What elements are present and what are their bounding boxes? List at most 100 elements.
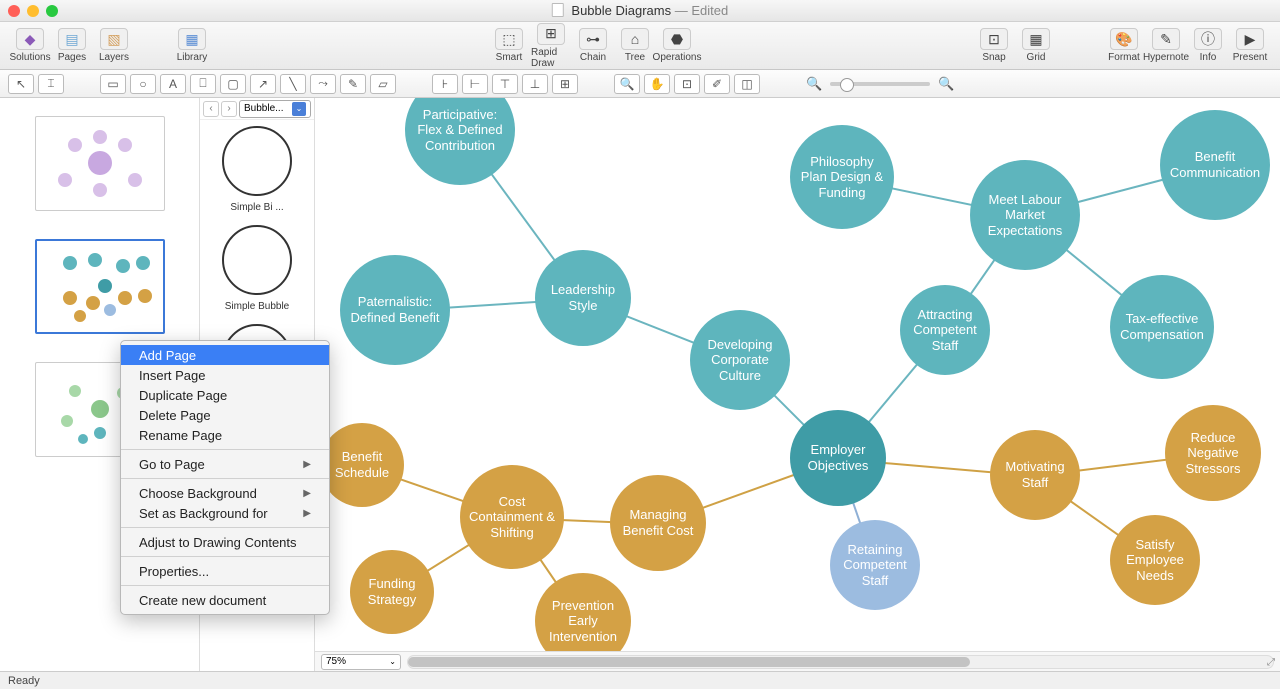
page-2-thumbnail[interactable]: [35, 239, 165, 334]
bubble-tax-effective[interactable]: Tax-effective Compensation: [1110, 275, 1214, 379]
bubble-participative[interactable]: Participative: Flex & Defined Contributi…: [405, 98, 515, 185]
align4-tool[interactable]: ⊥: [522, 74, 548, 94]
document-suffix: — Edited: [675, 3, 728, 18]
eyedrop-tool[interactable]: ✐: [704, 74, 730, 94]
menu-insert-page[interactable]: Insert Page: [121, 365, 329, 385]
bubble-benefit-comm-label: Benefit Communication: [1168, 149, 1262, 180]
bubble-retaining[interactable]: Retaining Competent Staff: [830, 520, 920, 610]
bubble-philosophy[interactable]: Philosophy Plan Design & Funding: [790, 125, 894, 229]
zoom-tool[interactable]: 🔍: [614, 74, 640, 94]
operations-button[interactable]: ⬣Operations: [657, 23, 697, 69]
lib-back-button[interactable]: ‹: [203, 101, 219, 117]
resize-corner-icon[interactable]: ⤢: [1264, 655, 1278, 669]
menu-properties-[interactable]: Properties...: [121, 561, 329, 581]
line-tool[interactable]: ╲: [280, 74, 306, 94]
pages-label: Pages: [58, 52, 86, 63]
align1-tool[interactable]: ⊦: [432, 74, 458, 94]
zoom-slider[interactable]: [830, 82, 930, 86]
pan-tool[interactable]: ✋: [644, 74, 670, 94]
layers-button[interactable]: ▧Layers: [94, 28, 134, 63]
bubble-leadership[interactable]: Leadership Style: [535, 250, 631, 346]
chain-button[interactable]: ⊶Chain: [573, 23, 613, 69]
align3-tool[interactable]: ⊤: [492, 74, 518, 94]
callout-tool[interactable]: ▢: [220, 74, 246, 94]
highlighter-tool[interactable]: ▱: [370, 74, 396, 94]
menu-delete-page[interactable]: Delete Page: [121, 405, 329, 425]
text-select-tool[interactable]: ⌶: [38, 74, 64, 94]
zoom-out-icon[interactable]: 🔍: [806, 76, 822, 92]
hypernote-button[interactable]: ✎Hypernote: [1146, 28, 1186, 63]
library-selector[interactable]: Bubble... ⌄: [239, 100, 311, 118]
pen-tool[interactable]: ✎: [340, 74, 366, 94]
lib-simple-bi[interactable]: Simple Bi ...: [206, 126, 308, 213]
minimize-window[interactable]: [27, 5, 39, 17]
zoom-select[interactable]: 75% ⌄: [321, 654, 401, 670]
format-button[interactable]: 🎨Format: [1104, 28, 1144, 63]
smart-button[interactable]: ⬚Smart: [489, 23, 529, 69]
tree-label: Tree: [625, 52, 645, 63]
menu-duplicate-page[interactable]: Duplicate Page: [121, 385, 329, 405]
bubble-employer-obj[interactable]: Employer Objectives: [790, 410, 886, 506]
solutions-button[interactable]: ◆Solutions: [10, 28, 50, 63]
pages-button[interactable]: ▤Pages: [52, 28, 92, 63]
page-1-thumbnail[interactable]: [35, 116, 165, 211]
info-button[interactable]: ⓘInfo: [1188, 28, 1228, 63]
rect-tool[interactable]: ▭: [100, 74, 126, 94]
lib-simple-bi-label: Simple Bi ...: [206, 202, 308, 213]
bubble-funding[interactable]: Funding Strategy: [350, 550, 434, 634]
canvas-area[interactable]: Participative: Flex & Defined Contributi…: [315, 98, 1280, 671]
fit-tool[interactable]: ⊡: [674, 74, 700, 94]
erase-tool[interactable]: ◫: [734, 74, 760, 94]
bubble-benefit-comm[interactable]: Benefit Communication: [1160, 110, 1270, 220]
grid-button[interactable]: ▦Grid: [1016, 28, 1056, 63]
menu-rename-page[interactable]: Rename Page: [121, 425, 329, 445]
ellipse-tool[interactable]: ○: [130, 74, 156, 94]
bubble-cost-cont[interactable]: Cost Containment & Shifting: [460, 465, 564, 569]
rapid-draw-label: Rapid Draw: [531, 47, 571, 69]
pointer-tool[interactable]: ↖: [8, 74, 34, 94]
menu-item-label: Create new document: [139, 593, 266, 608]
bubble-motivating[interactable]: Motivating Staff: [990, 430, 1080, 520]
bubble-retaining-label: Retaining Competent Staff: [838, 542, 912, 589]
library-header: ‹ › Bubble... ⌄: [200, 98, 314, 120]
library-label: Library: [177, 52, 208, 63]
horizontal-scrollbar[interactable]: [407, 655, 1274, 669]
present-label: Present: [1233, 52, 1267, 63]
text-tool[interactable]: A: [160, 74, 186, 94]
bubble-attracting[interactable]: Attracting Competent Staff: [900, 285, 990, 375]
menu-create-new-document[interactable]: Create new document: [121, 590, 329, 610]
bubble-benefit-sched[interactable]: Benefit Schedule: [320, 423, 404, 507]
menu-set-as-background-for[interactable]: Set as Background for▶: [121, 503, 329, 523]
connector-tool[interactable]: ⤳: [310, 74, 336, 94]
close-window[interactable]: [8, 5, 20, 17]
shape-toolbar: ↖⌶ ▭○A⎕▢↗╲⤳✎▱ ⊦⊢⊤⊥⊞ 🔍✋⊡✐◫ 🔍 🔍: [0, 70, 1280, 98]
snap-button[interactable]: ⊡ Snap: [974, 28, 1014, 63]
library-button[interactable]: ▦Library: [172, 28, 212, 63]
textblock-tool[interactable]: ⎕: [190, 74, 216, 94]
snap-icon: ⊡: [980, 28, 1008, 50]
bubble-meet-labour[interactable]: Meet Labour Market Expectations: [970, 160, 1080, 270]
menu-add-page[interactable]: Add Page: [121, 345, 329, 365]
zoom-window[interactable]: [46, 5, 58, 17]
shape-tools: ▭○A⎕▢↗╲⤳✎▱: [100, 74, 396, 94]
bubble-paternalistic[interactable]: Paternalistic: Defined Benefit: [340, 255, 450, 365]
bubble-managing[interactable]: Managing Benefit Cost: [610, 475, 706, 571]
zoom-in-icon[interactable]: 🔍: [938, 76, 954, 92]
snap-label: Snap: [982, 52, 1005, 63]
menu-adjust-to-drawing-contents[interactable]: Adjust to Drawing Contents: [121, 532, 329, 552]
bubble-developing[interactable]: Developing Corporate Culture: [690, 310, 790, 410]
bubble-satisfy[interactable]: Satisfy Employee Needs: [1110, 515, 1200, 605]
lib-simple-bubble[interactable]: Simple Bubble: [206, 225, 308, 312]
menu-choose-background[interactable]: Choose Background▶: [121, 483, 329, 503]
bubble-reduce-neg[interactable]: Reduce Negative Stressors: [1165, 405, 1261, 501]
lib-fwd-button[interactable]: ›: [221, 101, 237, 117]
rapid-draw-button[interactable]: ⊞Rapid Draw: [531, 23, 571, 69]
group-tool[interactable]: ⊞: [552, 74, 578, 94]
tree-button[interactable]: ⌂Tree: [615, 23, 655, 69]
arrow-tool[interactable]: ↗: [250, 74, 276, 94]
bubble-motivating-label: Motivating Staff: [998, 459, 1072, 490]
align2-tool[interactable]: ⊢: [462, 74, 488, 94]
menu-go-to-page[interactable]: Go to Page▶: [121, 454, 329, 474]
present-button[interactable]: ▶Present: [1230, 28, 1270, 63]
diagram-canvas[interactable]: Participative: Flex & Defined Contributi…: [315, 98, 1280, 671]
